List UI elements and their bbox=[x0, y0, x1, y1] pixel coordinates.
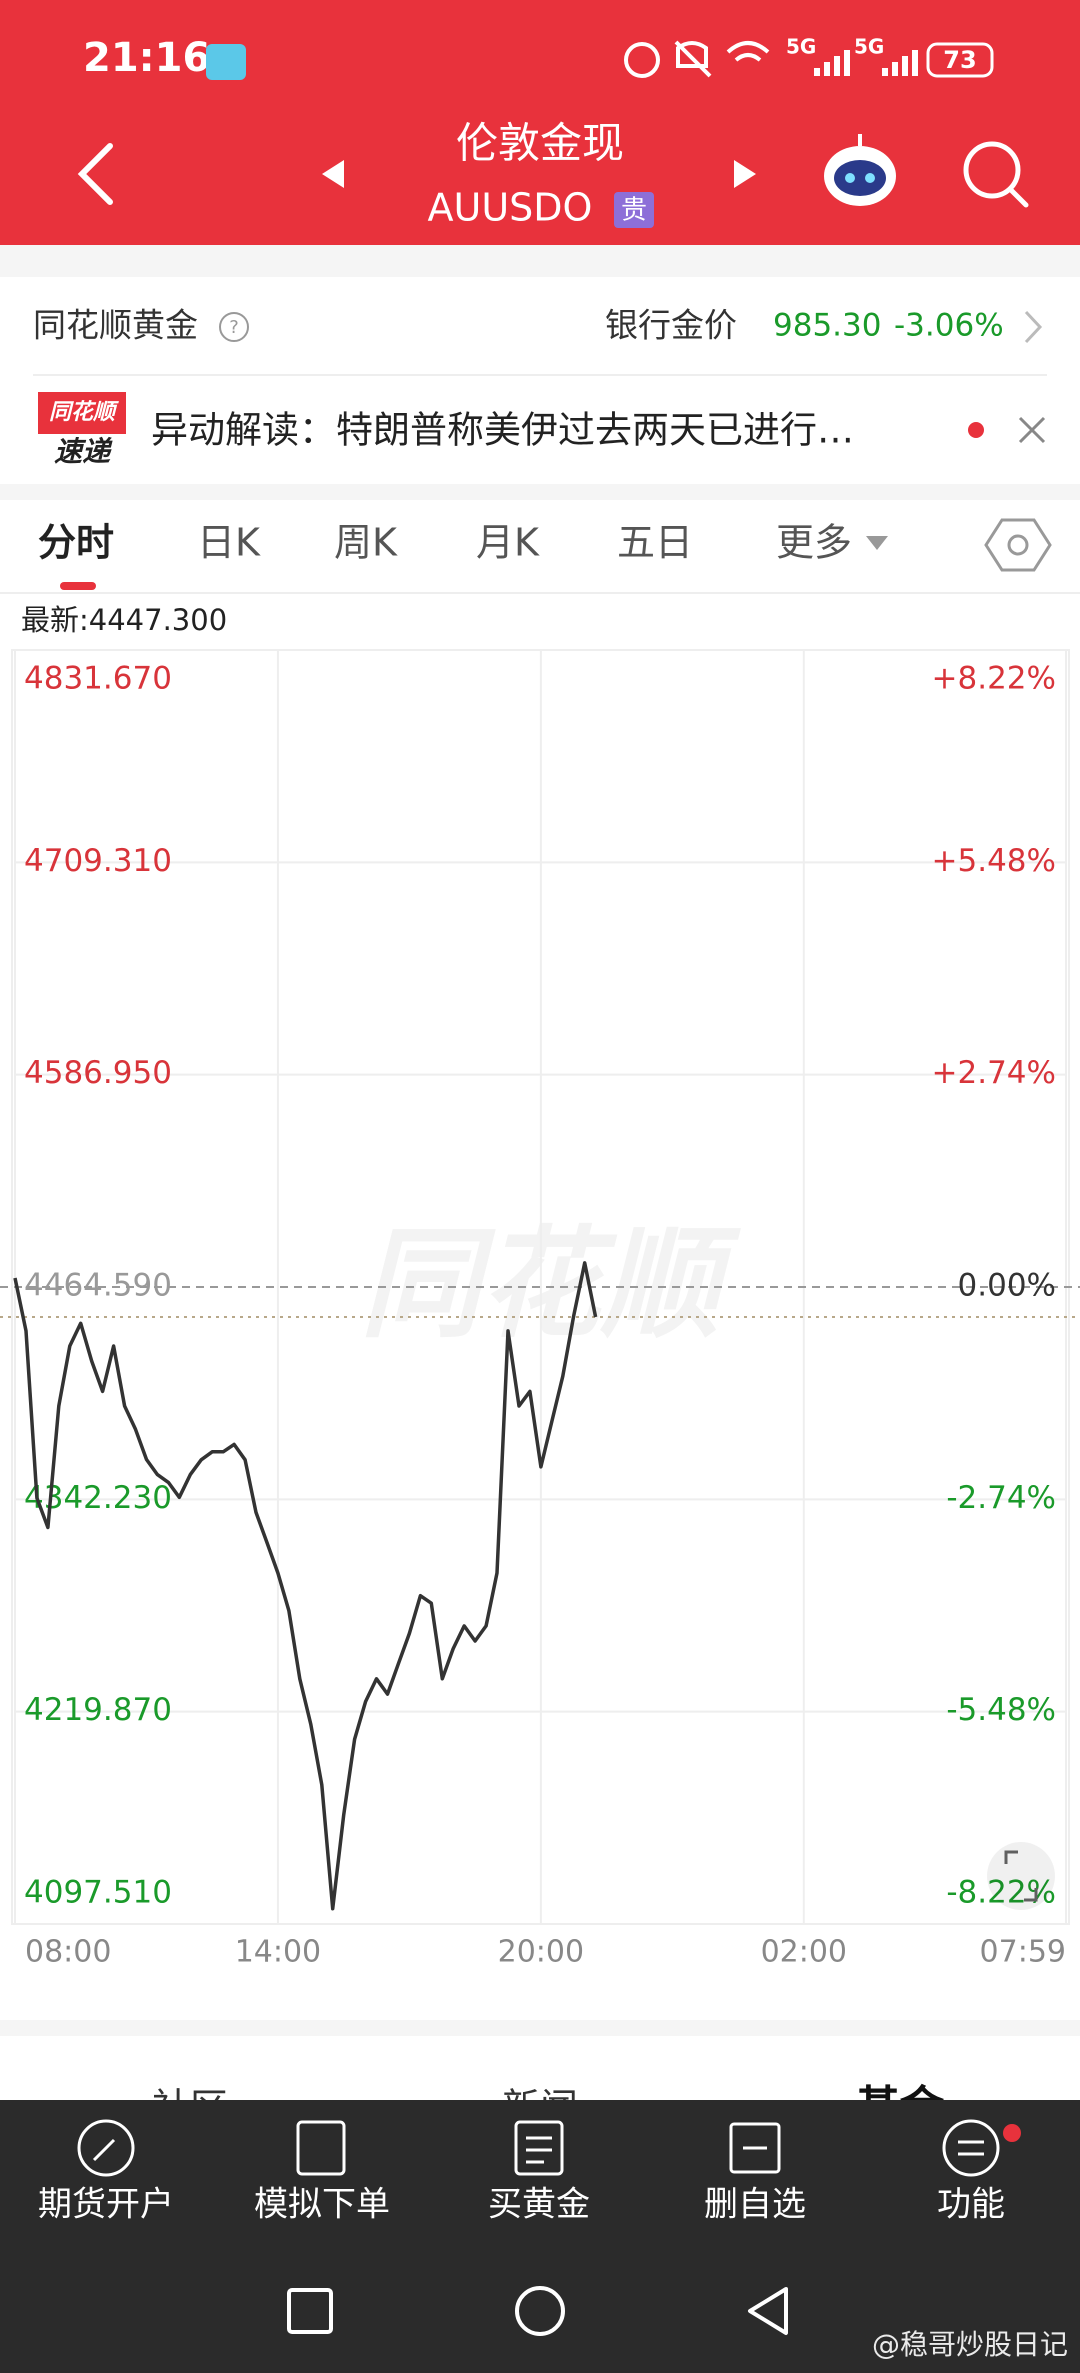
wifi-icon bbox=[726, 41, 770, 62]
prev-button[interactable] bbox=[322, 160, 344, 188]
news-logo-top bbox=[38, 392, 126, 434]
toolbar-item[interactable]: 模拟下单 bbox=[254, 2185, 390, 2225]
news-logo: 速递 bbox=[54, 435, 113, 468]
y-tick-label: 4831.670 bbox=[24, 661, 172, 697]
price-line bbox=[13, 1261, 598, 1911]
tab-active[interactable]: 分时 bbox=[38, 521, 114, 565]
app-icon bbox=[206, 44, 246, 80]
network-label: 5G bbox=[854, 35, 884, 59]
notification-dot bbox=[1003, 2124, 1021, 2142]
bank-change: -3.06% bbox=[894, 308, 1004, 344]
y-tick-label: 4586.950 bbox=[24, 1055, 172, 1091]
y-tick-label: 4097.510 bbox=[24, 1875, 172, 1911]
y-tick-label: 4219.870 bbox=[24, 1692, 172, 1728]
x-tick-label: 08:00 bbox=[25, 1935, 111, 1970]
toolbar-bg bbox=[0, 2100, 1080, 2373]
toolbar-item[interactable]: 期货开户 bbox=[38, 2185, 174, 2225]
unread-dot bbox=[968, 422, 984, 438]
news-text[interactable]: 异动解读：特朗普称美伊过去两天已进行… bbox=[151, 409, 854, 452]
battery-level: 73 bbox=[943, 46, 976, 74]
tab-indicator bbox=[60, 582, 96, 590]
tab[interactable]: 月K bbox=[476, 521, 540, 565]
network-label: 5G bbox=[786, 35, 816, 59]
clock: 21:16 bbox=[83, 35, 210, 81]
tab[interactable]: 周K bbox=[334, 521, 398, 565]
toolbar-item[interactable]: 删自选 bbox=[704, 2185, 806, 2225]
tab[interactable]: 五日 bbox=[617, 521, 693, 565]
badge-bg bbox=[614, 192, 654, 228]
chart: 08:00 14:00 20:00 02:00 07:59 4831.670 4709.31… bbox=[0, 649, 1080, 1970]
y2-tick-label: +5.48% bbox=[932, 843, 1056, 879]
latest-label: 最新: bbox=[21, 603, 89, 637]
latest-value: 4447.300 bbox=[89, 603, 227, 637]
y-tick-label: 4464.590 bbox=[24, 1268, 172, 1304]
source: 同花顺黄金 bbox=[33, 306, 198, 345]
signal-icon bbox=[814, 50, 850, 76]
help-mark: ? bbox=[229, 317, 239, 338]
gap bbox=[0, 484, 1080, 500]
x-tick-label: 07:59 bbox=[980, 1935, 1066, 1970]
tab[interactable]: 日K bbox=[197, 521, 261, 565]
y2-tick-label: 0.00% bbox=[958, 1268, 1056, 1304]
chart-watermark: 同花顺 bbox=[360, 1216, 741, 1355]
badge: 贵 bbox=[621, 196, 647, 226]
page-title: 伦敦金现 bbox=[456, 119, 624, 168]
settings-button[interactable] bbox=[984, 518, 1052, 572]
news-logo: 同花顺 bbox=[49, 400, 119, 425]
watermark: @稳哥炒股日记 bbox=[872, 2328, 1068, 2361]
next-button[interactable] bbox=[734, 160, 756, 188]
toolbar-icons bbox=[77, 2119, 1000, 2177]
nav-back[interactable] bbox=[748, 2287, 788, 2335]
symbol: AUUSDO bbox=[428, 186, 593, 230]
signal-icon bbox=[882, 50, 918, 76]
latest-price: 最新:4447.300 bbox=[21, 603, 227, 637]
y-tick-label: 4342.230 bbox=[24, 1480, 172, 1516]
chevron[interactable] bbox=[1024, 310, 1043, 344]
header-bg bbox=[0, 0, 1080, 245]
x-tick-label: 14:00 bbox=[235, 1935, 321, 1970]
dropdown-arrow bbox=[866, 536, 888, 550]
nav-home[interactable] bbox=[515, 2286, 565, 2336]
battery-icon bbox=[926, 42, 994, 78]
expand-bg bbox=[987, 1842, 1055, 1910]
y2-tick-label: -8.22% bbox=[946, 1875, 1056, 1911]
y2-tick-label: -2.74% bbox=[946, 1480, 1056, 1516]
y2-tick-label: +2.74% bbox=[932, 1055, 1056, 1091]
back-button[interactable] bbox=[77, 143, 113, 205]
gap bbox=[0, 2020, 1080, 2036]
y-tick-label: 4709.310 bbox=[24, 843, 172, 879]
assistant-button[interactable] bbox=[824, 134, 896, 206]
bank-price: 985.30 bbox=[773, 308, 881, 344]
search-button[interactable] bbox=[963, 141, 1029, 208]
help-icon[interactable] bbox=[219, 312, 249, 342]
y2-tick-label: +8.22% bbox=[932, 661, 1056, 697]
alarm-icon bbox=[624, 42, 660, 78]
tab[interactable]: 更多 bbox=[776, 521, 852, 565]
toolbar-item[interactable]: 功能 bbox=[937, 2185, 1005, 2225]
x-tick-label: 02:00 bbox=[761, 1935, 847, 1970]
x-tick-label: 20:00 bbox=[498, 1935, 584, 1970]
close-button[interactable] bbox=[1018, 416, 1046, 444]
bank-price-label: 银行金价 bbox=[605, 306, 737, 345]
toolbar-item[interactable]: 买黄金 bbox=[488, 2185, 590, 2225]
nav-recent[interactable] bbox=[287, 2288, 333, 2334]
mute-icon bbox=[674, 40, 712, 78]
gap bbox=[0, 245, 1080, 277]
y2-tick-label: -5.48% bbox=[946, 1692, 1056, 1728]
expand-button[interactable] bbox=[1004, 1850, 1038, 1902]
